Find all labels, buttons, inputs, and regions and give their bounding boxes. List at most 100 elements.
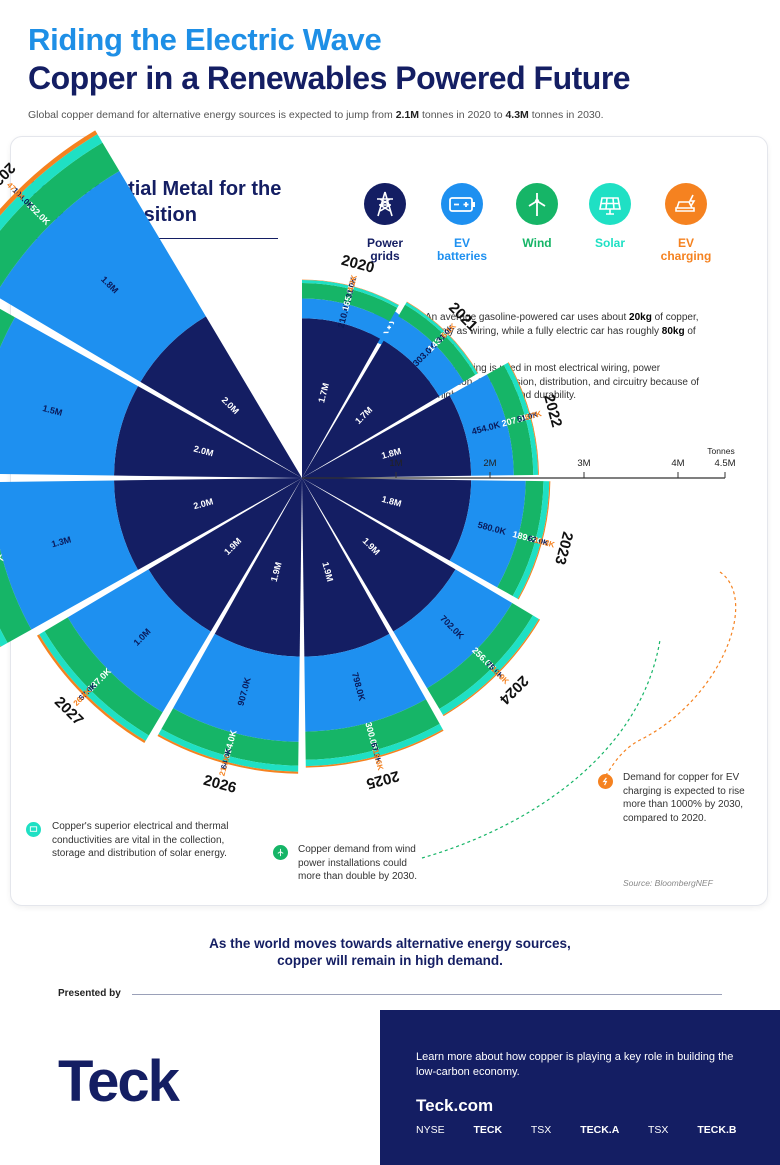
- solar-note: Copper's superior electrical and thermal…: [52, 821, 229, 859]
- teck-logo[interactable]: Teck: [58, 1049, 180, 1114]
- wind-turbine-icon: [516, 183, 558, 225]
- bar-2029-power-grids: [114, 386, 302, 478]
- bar-2026-power-grids: [214, 478, 302, 657]
- bar-2025-power-grids: [302, 478, 390, 657]
- bar-2028-ev-charging: [0, 645, 1, 648]
- charging-callout-line: [605, 571, 737, 776]
- title-line2: Copper in a Renewables Powered Future: [28, 60, 631, 96]
- legend-item-solar: Solar: [570, 183, 650, 250]
- solar-panel-icon: [26, 822, 41, 837]
- bar-2027-ev-batteries: [67, 569, 211, 713]
- bar-2026-wind: [161, 708, 299, 766]
- legend-label-2: charging: [660, 249, 712, 263]
- bar-2025-wind: [305, 699, 440, 760]
- data-label: 1.8M: [380, 446, 402, 461]
- ticker-tsx-a: TSX TECK.A: [530, 1124, 620, 1136]
- bar-2027-solar: [39, 631, 149, 741]
- closing-statement: As the world moves towards alternative e…: [209, 936, 571, 968]
- legend-item-ev-charging: EV charging: [646, 183, 726, 263]
- bar-2024-wind: [427, 603, 533, 709]
- bar-2025-solar: [305, 723, 443, 767]
- battery-icon: [441, 183, 483, 225]
- ticker-nyse: NYSE TECK: [416, 1124, 503, 1136]
- bar-2030-ev-charging: [0, 130, 98, 216]
- data-label: 1.8M: [381, 494, 403, 509]
- bar-2026-ev-batteries: [173, 633, 300, 742]
- title-line1: Riding the Electric Wave: [28, 22, 382, 57]
- data-label: 8.7K: [524, 409, 543, 422]
- bar-2030-power-grids: [140, 316, 302, 478]
- bar-2027-wind: [44, 617, 163, 736]
- year-label: 2022: [540, 393, 565, 430]
- bar-2023-ev-batteries: [449, 480, 526, 588]
- bar-2028-wind: [0, 548, 32, 643]
- legend-label: Wind: [522, 236, 552, 250]
- axis-tick-label: 4M: [671, 458, 684, 469]
- axis-tick-label: 1M: [389, 458, 402, 469]
- legend-label: Power: [366, 236, 403, 250]
- bar-2030-wind: [0, 142, 120, 288]
- wind-turbine-icon: [273, 845, 288, 860]
- bar-2020-power-grids: [302, 318, 381, 478]
- bar-2021-ev-batteries: [383, 316, 464, 397]
- ev-charging-icon: [598, 774, 613, 789]
- legend-label-2: grids: [370, 249, 400, 263]
- ticker-list: NYSE TECK TSX TECK.A TSX TECK.B: [416, 1124, 762, 1136]
- bar-2029-wind: [0, 308, 15, 348]
- axis-tick-label: 4.5M: [714, 458, 735, 469]
- bar-2028-ev-batteries: [0, 480, 138, 630]
- legend-item-power-grids: Power grids: [345, 183, 425, 263]
- axis-unit-label: Tonnes: [707, 446, 734, 456]
- bar-2024-solar: [439, 615, 539, 715]
- data-label: 290.0K: [0, 552, 5, 569]
- bar-2021-power-grids: [302, 340, 440, 478]
- bar-2027-power-grids: [148, 478, 302, 632]
- legend-label: EV: [453, 236, 470, 250]
- bar-2024-ev-batteries: [393, 569, 513, 689]
- axis-tick-label: 3M: [577, 458, 590, 469]
- bar-2020-solar: [302, 280, 399, 308]
- bar-2022-ev-batteries: [449, 374, 514, 476]
- wind-callout-line: [421, 639, 661, 859]
- bar-2022-wind: [486, 364, 534, 476]
- power-tower-icon: [364, 183, 406, 225]
- bar-2030-solar: [0, 134, 103, 231]
- bar-2028-solar: [0, 628, 8, 647]
- bar-2020-wind: [302, 282, 398, 322]
- bar-2024-power-grids: [302, 478, 456, 632]
- data-label: 2.0M: [192, 496, 214, 511]
- solar-panel-icon: [589, 183, 631, 225]
- bar-2021-wind: [398, 304, 476, 382]
- source-credit: Source: BloombergNEF: [623, 878, 713, 888]
- year-label: 2023: [551, 530, 576, 567]
- bar-2029-ev-batteries: [0, 317, 138, 476]
- data-label: 1.9M: [269, 561, 284, 583]
- bar-2028-power-grids: [114, 478, 302, 570]
- legend-label: EV: [677, 236, 694, 250]
- bar-2020-ev-batteries: [302, 298, 390, 339]
- ev-charging-note: Demand for copper for EV charging is exp…: [623, 772, 745, 824]
- bar-2025-ev-batteries: [304, 633, 426, 732]
- data-label: 2.0M: [193, 444, 215, 459]
- year-label: 2025: [364, 767, 401, 792]
- data-label: 1.3M: [50, 534, 72, 549]
- data-label: 4.2K: [346, 274, 359, 293]
- ticker-tsx-b: TSX TECK.B: [648, 1124, 737, 1136]
- data-label: 1.5M: [42, 403, 64, 418]
- ev-charging-icon: [665, 183, 707, 225]
- data-label: 1.9M: [320, 561, 335, 583]
- presented-by-label: Presented by: [58, 988, 121, 999]
- legend-item-wind: Wind: [497, 183, 577, 250]
- bar-2022-solar: [503, 362, 539, 475]
- footer-site-link[interactable]: Teck.com: [416, 1096, 494, 1115]
- subtitle: Global copper demand for alternative ene…: [28, 109, 604, 121]
- bar-2023-wind: [497, 480, 544, 596]
- footer-text: Learn more about how copper is playing a…: [416, 1051, 734, 1078]
- legend-label-2: batteries: [436, 249, 488, 263]
- legend-label: Solar: [594, 236, 625, 250]
- presented-by-rule: [132, 994, 722, 995]
- bar-2023-power-grids: [302, 478, 472, 561]
- data-label: 1.7M: [316, 382, 331, 404]
- axis-tick-label: 2M: [483, 458, 496, 469]
